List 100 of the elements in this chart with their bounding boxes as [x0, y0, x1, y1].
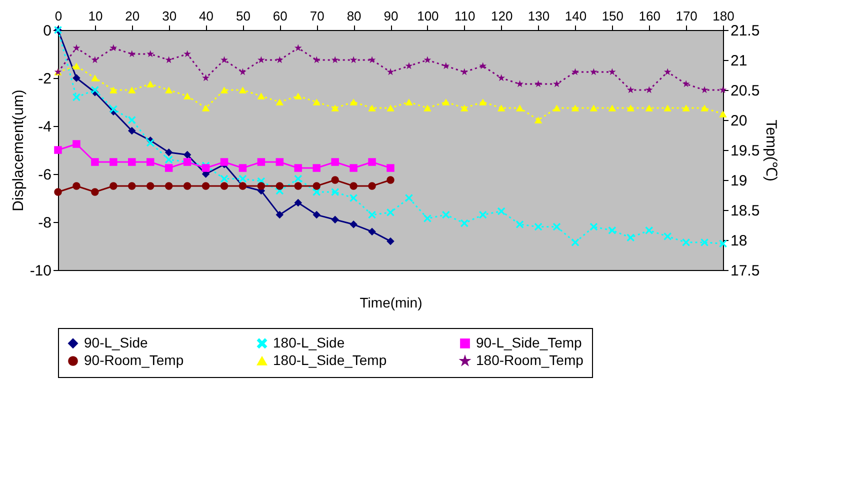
point — [312, 182, 320, 190]
point — [202, 104, 210, 112]
x-tick-label: 180 — [712, 8, 734, 24]
point — [572, 68, 579, 76]
point — [238, 174, 247, 183]
point — [164, 182, 173, 190]
y-tick-label: -8 — [38, 214, 52, 232]
point — [719, 86, 727, 94]
y-tick-label: -4 — [38, 118, 52, 136]
point — [91, 158, 99, 166]
point — [110, 44, 118, 52]
point — [146, 182, 154, 190]
point — [405, 194, 413, 202]
point — [497, 207, 506, 216]
point — [294, 182, 302, 190]
point — [386, 176, 394, 184]
point — [645, 86, 653, 94]
point — [72, 62, 80, 70]
point — [72, 140, 80, 148]
point — [386, 164, 394, 172]
point — [350, 194, 358, 202]
point — [312, 188, 320, 196]
legend-label: 90-L_Side_Temp — [476, 334, 582, 350]
x-tick-label: 0 — [54, 8, 62, 24]
y2-tick-label: 18 — [730, 232, 748, 250]
y2-tick-label: 19 — [730, 172, 748, 190]
point — [368, 104, 376, 112]
point — [664, 232, 672, 240]
legend-label: 180-L_Side_Temp — [273, 352, 387, 368]
y2-axis-title: Temp(℃) — [762, 120, 780, 182]
point — [350, 56, 358, 64]
point — [626, 234, 635, 242]
point — [700, 104, 708, 112]
x-tick-label: 30 — [162, 8, 177, 24]
x-tick-label: 20 — [125, 8, 140, 24]
point — [276, 182, 284, 190]
point — [184, 50, 191, 58]
point — [405, 62, 413, 70]
point — [331, 104, 339, 112]
point — [608, 226, 616, 234]
point — [719, 110, 727, 118]
legend-label: 180-Room_Temp — [476, 352, 584, 368]
point — [645, 226, 653, 234]
point — [72, 182, 80, 190]
point — [350, 164, 358, 172]
point — [424, 56, 432, 64]
x-tick-label: 120 — [490, 8, 513, 24]
point — [331, 158, 339, 166]
x-tick-label: 10 — [88, 8, 103, 24]
point — [682, 104, 690, 112]
point — [220, 182, 228, 190]
point — [331, 188, 339, 196]
point — [368, 228, 376, 236]
point — [72, 44, 80, 52]
point — [497, 104, 506, 112]
point — [460, 104, 468, 112]
point — [257, 182, 266, 190]
point — [552, 104, 561, 112]
point — [202, 164, 210, 172]
point — [146, 158, 154, 166]
point — [350, 182, 358, 190]
point — [571, 104, 580, 112]
point — [128, 116, 136, 124]
x-tick-label: 50 — [236, 8, 250, 24]
point — [608, 104, 616, 112]
point — [350, 220, 358, 228]
point — [164, 86, 173, 94]
point — [294, 198, 302, 207]
x-tick-label: 130 — [528, 8, 550, 24]
point — [257, 92, 266, 100]
point — [608, 68, 616, 76]
point — [700, 86, 708, 94]
x-tick-label: 100 — [417, 8, 439, 24]
point — [128, 86, 136, 94]
x-tick-label: 150 — [602, 8, 624, 24]
point — [54, 188, 62, 196]
y2-tick-label: 21.5 — [730, 22, 760, 40]
point — [110, 105, 118, 114]
point — [590, 104, 598, 112]
point — [128, 158, 136, 166]
point — [110, 182, 118, 190]
x-tick-label: 110 — [454, 8, 476, 24]
legend-label: 180-L_Side — [273, 334, 345, 350]
point — [350, 98, 358, 106]
point — [442, 210, 450, 219]
point — [164, 164, 173, 172]
x-tick-label: 80 — [346, 8, 362, 24]
x-tick-label: 170 — [676, 8, 698, 24]
y-tick-label: -6 — [38, 166, 52, 184]
x-tick-label: 90 — [384, 8, 398, 24]
point — [312, 56, 320, 64]
point — [424, 104, 432, 112]
point — [258, 56, 265, 64]
point — [164, 148, 173, 156]
point — [164, 156, 173, 164]
point — [516, 220, 524, 228]
point — [386, 68, 394, 76]
point — [238, 86, 247, 94]
point — [110, 158, 118, 166]
point — [220, 174, 228, 183]
